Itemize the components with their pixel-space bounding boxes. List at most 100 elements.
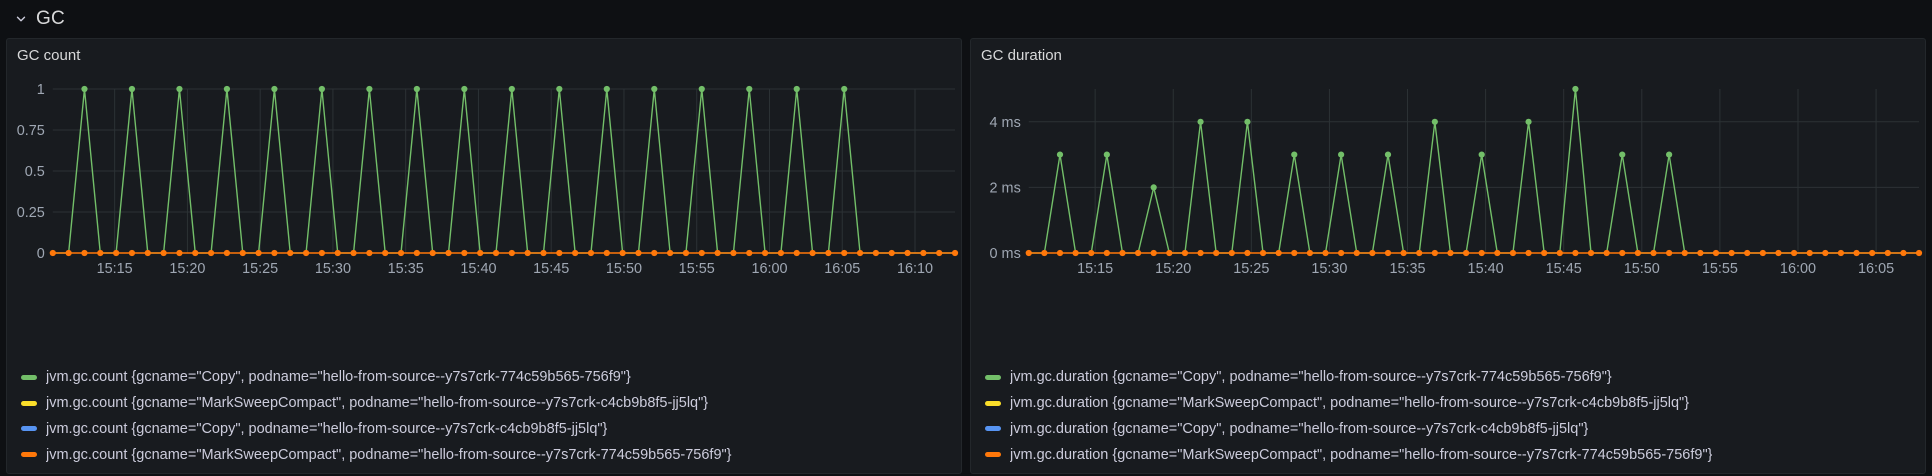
data-point <box>1900 249 1907 257</box>
legend-gc-count: jvm.gc.count {gcname="Copy", podname="he… <box>7 361 961 473</box>
legend-item[interactable]: jvm.gc.count {gcname="MarkSweepCompact",… <box>21 391 961 416</box>
legend-color-swatch[interactable] <box>21 374 37 380</box>
y-axis-tick-label: 2 ms <box>990 180 1021 196</box>
y-axis-tick-label: 1 <box>37 82 45 98</box>
y-axis-tick-label: 0 ms <box>990 246 1021 262</box>
data-point <box>255 249 262 257</box>
data-point <box>445 249 452 257</box>
legend-color-swatch[interactable] <box>21 400 37 406</box>
data-point <box>841 85 848 93</box>
x-axis-tick-label: 15:25 <box>242 261 278 277</box>
data-point <box>1431 118 1438 125</box>
chevron-down-icon[interactable] <box>14 12 28 26</box>
data-point <box>619 249 626 257</box>
panel-gc-duration: GC duration 0 ms 2 ms 4 ms 15:15 15:20 15:25 1… <box>970 38 1926 474</box>
data-point <box>1697 249 1704 257</box>
data-point <box>1634 249 1641 257</box>
x-axis-tick-label: 15:50 <box>606 261 642 277</box>
data-point <box>1384 151 1392 158</box>
legend-label: jvm.gc.count {gcname="MarkSweepCompact",… <box>46 446 732 463</box>
x-axis-tick-label: 15:25 <box>1233 261 1269 277</box>
data-point <box>730 249 737 257</box>
data-point <box>572 249 579 257</box>
data-point <box>223 85 231 93</box>
data-point <box>318 249 325 257</box>
data-point <box>1603 249 1610 257</box>
data-point <box>1587 249 1595 257</box>
legend-item[interactable]: jvm.gc.count {gcname="Copy", podname="he… <box>21 365 961 390</box>
data-point <box>1884 249 1891 257</box>
legend-label: jvm.gc.duration {gcname="Copy", podname=… <box>1010 369 1612 386</box>
data-point <box>1525 249 1532 257</box>
data-point <box>825 249 832 257</box>
plot-area-gc-count[interactable]: 0 0.25 0.5 0.75 1 15:15 15:20 15:25 15:30 15:35 15… <box>7 71 961 295</box>
legend-color-swatch[interactable] <box>985 452 1001 458</box>
legend-color-swatch[interactable] <box>21 452 37 458</box>
data-point <box>1291 249 1298 257</box>
data-point <box>128 249 136 257</box>
data-point <box>350 249 357 257</box>
panel-body: 0 0.25 0.5 0.75 1 15:15 15:20 15:25 15:30 15:35 15… <box>7 71 961 473</box>
data-point <box>1650 249 1657 257</box>
panel-header[interactable]: GC count <box>7 39 961 71</box>
x-axis-tick-label: 15:30 <box>1311 261 1347 277</box>
data-point <box>477 249 484 257</box>
data-point <box>208 249 215 257</box>
data-point <box>682 249 690 257</box>
data-point <box>1197 118 1204 125</box>
data-point <box>461 249 468 257</box>
data-point <box>1041 249 1048 257</box>
legend-color-swatch[interactable] <box>985 374 1001 380</box>
data-point <box>382 249 389 257</box>
data-point <box>540 249 547 257</box>
plot-area-gc-duration[interactable]: 0 ms 2 ms 4 ms 15:15 15:20 15:25 15:30 15:35 15:… <box>971 71 1925 295</box>
dashboard-row-header-gc[interactable]: GC <box>0 0 1932 38</box>
x-axis-tick-label: 15:45 <box>1546 261 1582 277</box>
x-axis-tick-label: 15:40 <box>460 261 496 277</box>
legend-item[interactable]: jvm.gc.duration {gcname="Copy", podname=… <box>985 365 1925 390</box>
data-point <box>1744 249 1751 257</box>
x-axis-tick-label: 16:00 <box>751 261 787 277</box>
legend-color-swatch[interactable] <box>21 426 37 432</box>
data-point <box>1056 151 1064 158</box>
data-point <box>1338 249 1345 257</box>
data-point <box>888 249 895 257</box>
data-point <box>1666 249 1673 257</box>
x-axis-tick-label: 15:45 <box>533 261 569 277</box>
data-point <box>1181 249 1189 257</box>
legend-item[interactable]: jvm.gc.duration {gcname="MarkSweepCompac… <box>985 391 1925 416</box>
chart-gc-duration[interactable]: 0 ms 2 ms 4 ms 15:15 15:20 15:25 15:30 15:35 15:… <box>971 71 1925 295</box>
data-point <box>1025 249 1032 257</box>
y-axis-tick-label: 0 <box>37 246 45 262</box>
legend-item[interactable]: jvm.gc.duration {gcname="MarkSweepCompac… <box>985 442 1925 467</box>
legend-label: jvm.gc.duration {gcname="MarkSweepCompac… <box>1010 446 1713 463</box>
data-point <box>1666 151 1673 158</box>
data-point <box>49 249 56 257</box>
data-point <box>809 249 816 257</box>
data-point <box>461 85 468 93</box>
data-point <box>302 249 310 257</box>
legend-color-swatch[interactable] <box>985 426 1001 432</box>
data-point <box>160 249 167 257</box>
data-point <box>1275 249 1282 257</box>
y-axis-tick-label: 0.5 <box>25 164 45 180</box>
data-point <box>1197 249 1204 257</box>
data-point <box>1291 151 1298 158</box>
data-point <box>239 249 246 257</box>
data-point <box>1103 249 1110 257</box>
legend-color-swatch[interactable] <box>985 400 1001 406</box>
legend-item[interactable]: jvm.gc.count {gcname="Copy", podname="he… <box>21 417 961 442</box>
panel-header[interactable]: GC duration <box>971 39 1925 71</box>
legend-label: jvm.gc.count {gcname="Copy", podname="he… <box>46 369 631 386</box>
data-point <box>366 85 373 93</box>
data-point <box>413 249 420 257</box>
chart-gc-count[interactable]: 0 0.25 0.5 0.75 1 15:15 15:20 15:25 15:30 15:35 15… <box>7 71 961 295</box>
data-point <box>1119 249 1126 257</box>
x-axis-tick-label: 15:55 <box>1702 261 1738 277</box>
data-point <box>334 249 341 257</box>
data-point <box>556 249 563 257</box>
legend-item[interactable]: jvm.gc.duration {gcname="Copy", podname=… <box>985 417 1925 442</box>
row-title: GC <box>36 8 65 29</box>
legend-item[interactable]: jvm.gc.count {gcname="MarkSweepCompact",… <box>21 442 961 467</box>
x-axis-tick-label: 15:15 <box>97 261 133 277</box>
